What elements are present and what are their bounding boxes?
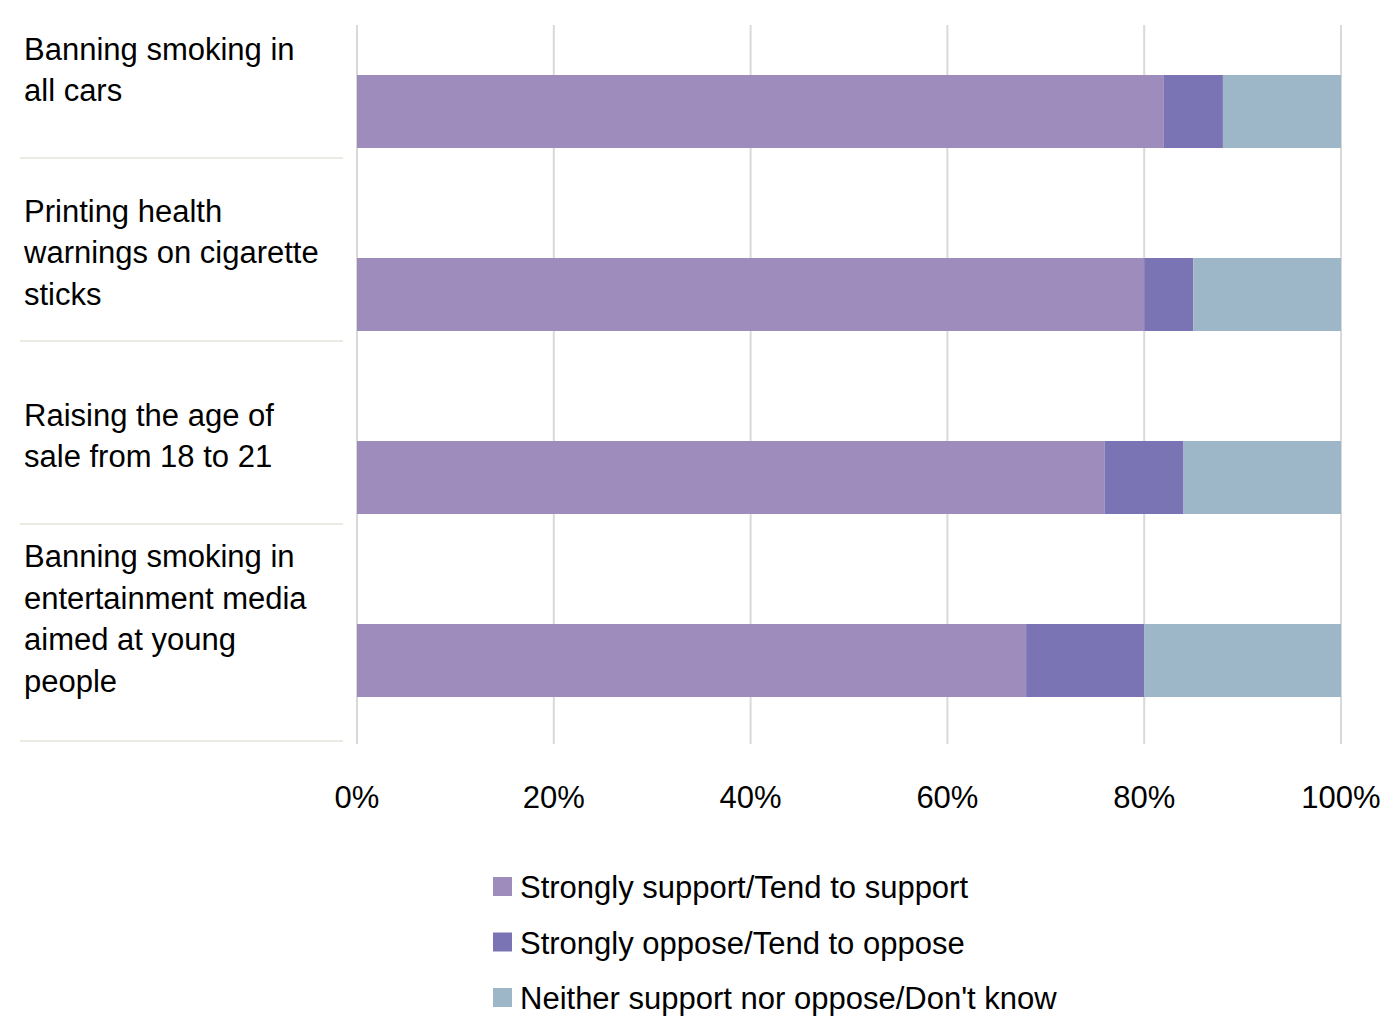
category-label: Banning smoking in entertainment media aim… [24, 539, 307, 699]
tick-label: 40% [720, 780, 782, 815]
bar-segment [1105, 441, 1184, 514]
legend-swatch [493, 988, 512, 1007]
tick-label: 80% [1113, 780, 1175, 815]
bar-segment [1184, 441, 1341, 514]
label-line: Printing health [24, 194, 222, 229]
label-line: Raising the age of [24, 398, 274, 433]
category-label: Printing health warnings on cigarette stic… [23, 194, 319, 312]
label-line: aimed at young [24, 622, 236, 657]
legend-label: Neither support nor oppose/Don't know [520, 981, 1057, 1016]
separator [20, 523, 343, 525]
legend-label: Strongly support/Tend to support [520, 870, 968, 905]
legend-swatch [493, 933, 512, 952]
bar-segment [1144, 624, 1341, 697]
label-line: warnings on cigarette [23, 235, 319, 270]
bar-segment [357, 258, 1144, 331]
bar-segment [1223, 75, 1341, 148]
label-line: sale from 18 to 21 [24, 439, 272, 474]
tick-label: 20% [523, 780, 585, 815]
category-label: Raising the age of sale from 18 to 21 [24, 398, 274, 475]
separator [20, 340, 343, 342]
bar-segment [1026, 624, 1144, 697]
bar-segment [357, 624, 1026, 697]
legend-label: Strongly oppose/Tend to oppose [520, 926, 965, 961]
label-line: Banning smoking in [24, 539, 295, 574]
bar-segment [1193, 258, 1341, 331]
bar-segment [357, 75, 1164, 148]
separator [20, 157, 343, 159]
label-line: sticks [24, 277, 102, 312]
bar-segment [1164, 75, 1223, 148]
label-line: all cars [24, 73, 122, 108]
chart: 0% 20% 40% 60% 80% 100% Banning smoking in all … [0, 0, 1398, 1032]
label-line: entertainment media [24, 581, 307, 616]
label-line: people [24, 664, 117, 699]
bar-segment [1144, 258, 1193, 331]
bar-segment [357, 441, 1105, 514]
tick-label: 0% [335, 780, 380, 815]
tick-label: 100% [1301, 780, 1380, 815]
tick-label: 60% [916, 780, 978, 815]
category-label: Banning smoking in all cars [24, 32, 295, 109]
bars [357, 75, 1341, 697]
legend-swatch [493, 877, 512, 896]
separator [20, 740, 343, 742]
label-line: Banning smoking in [24, 32, 295, 67]
